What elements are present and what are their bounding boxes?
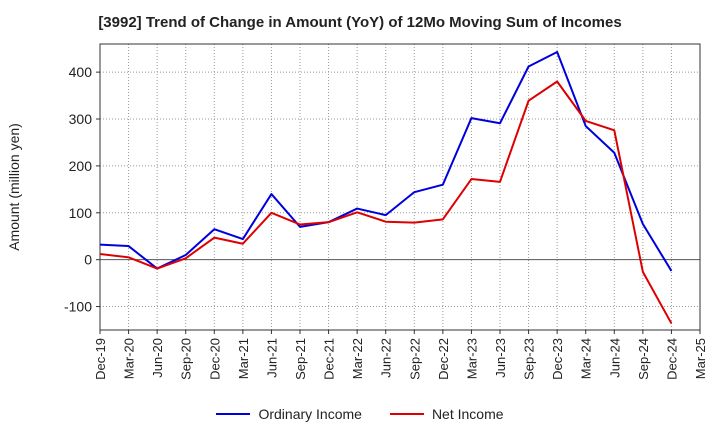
x-tick-label: Sep-20 [179, 338, 194, 380]
x-tick-label: Dec-20 [207, 338, 222, 380]
x-tick-label: Dec-22 [436, 338, 451, 380]
legend-label-ordinary-income: Ordinary Income [258, 406, 362, 422]
legend-label-net-income: Net Income [431, 406, 504, 422]
legend-item-ordinary-income: Ordinary Income [216, 406, 362, 422]
x-tick-label: Mar-22 [350, 338, 365, 379]
legend-swatch-net-income [389, 413, 424, 415]
y-axis-label: Amount (million yen) [6, 123, 22, 251]
x-tick-label: Dec-23 [550, 338, 565, 380]
x-tick-label: Jun-21 [264, 338, 279, 378]
y-tick-label: 0 [84, 252, 92, 268]
legend-item-net-income: Net Income [389, 406, 504, 422]
x-tick-label: Sep-21 [293, 338, 308, 380]
x-tick-label: Dec-21 [322, 338, 337, 380]
x-tick-label: Sep-22 [407, 338, 422, 380]
y-tick-label: 300 [69, 111, 93, 127]
x-tick-label: Jun-23 [493, 338, 508, 378]
series-line-ordinary-income [99, 50, 673, 272]
y-tick-label: -100 [64, 299, 92, 315]
x-tick-label: Dec-24 [664, 338, 679, 380]
series-line-net-income [99, 80, 673, 324]
x-tick-label: Jun-24 [607, 338, 622, 378]
x-tick-label: Mar-21 [236, 338, 251, 379]
x-tick-label: Jun-22 [379, 338, 394, 378]
x-tick-label: Mar-24 [579, 338, 594, 379]
chart-title: [3992] Trend of Change in Amount (YoY) o… [98, 14, 622, 31]
x-tick-label: Mar-23 [464, 338, 479, 379]
legend-swatch-ordinary-income [216, 413, 251, 415]
y-tick-label: 100 [69, 205, 93, 221]
x-tick-label: Mar-25 [693, 338, 708, 379]
y-tick-label: 400 [69, 64, 93, 80]
x-tick-label: Sep-23 [522, 338, 537, 380]
x-tick-label: Jun-20 [150, 338, 165, 378]
legend: Ordinary Income Net Income [0, 406, 720, 422]
x-tick-label: Mar-20 [122, 338, 137, 379]
x-tick-label: Sep-24 [636, 338, 651, 380]
y-tick-label: 200 [69, 158, 93, 174]
plot-area [99, 43, 701, 331]
x-tick-label: Dec-19 [93, 338, 108, 380]
